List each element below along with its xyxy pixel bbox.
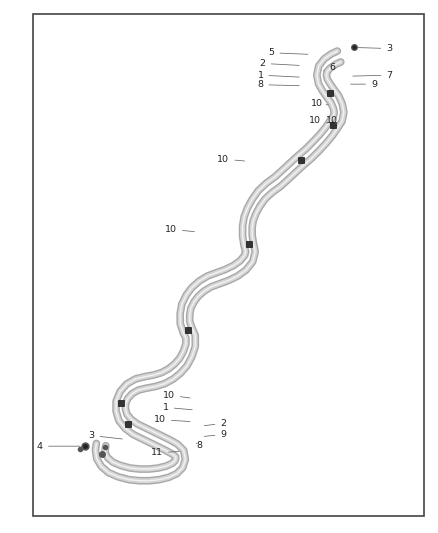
Text: 10: 10 (217, 155, 244, 164)
Text: 6: 6 (324, 63, 336, 72)
Text: 10: 10 (165, 225, 194, 234)
Text: 4: 4 (37, 442, 80, 451)
Text: 9: 9 (350, 79, 377, 88)
Text: 11: 11 (151, 448, 179, 457)
Text: 1: 1 (258, 70, 299, 79)
Text: 3: 3 (357, 44, 392, 53)
Text: 8: 8 (258, 80, 299, 89)
Text: 10: 10 (311, 99, 328, 108)
Text: 7: 7 (353, 70, 392, 79)
Text: 1: 1 (163, 403, 192, 412)
Text: 10: 10 (154, 415, 190, 424)
Text: 2: 2 (204, 419, 226, 428)
Text: 2: 2 (260, 59, 299, 68)
Text: 10: 10 (163, 391, 190, 400)
Text: 8: 8 (196, 441, 202, 450)
Text: 3: 3 (88, 431, 122, 440)
Text: 9: 9 (204, 430, 226, 439)
Text: 10: 10 (309, 116, 327, 125)
Text: 5: 5 (268, 49, 308, 57)
Text: 10: 10 (325, 116, 338, 125)
